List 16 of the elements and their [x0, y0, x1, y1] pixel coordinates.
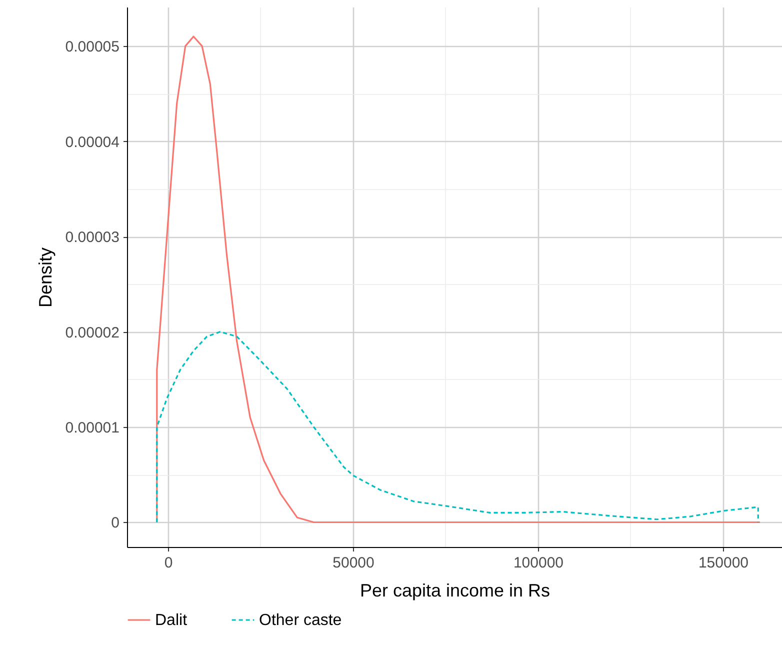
y-axis-title: Density [35, 247, 56, 308]
line-series [156, 330, 759, 524]
y-tick-label: 0 [111, 514, 120, 532]
x-tick-label: 0 [164, 554, 173, 572]
legend-label: Dalit [155, 612, 188, 629]
line-series [156, 36, 761, 524]
y-tick-label: 0.00002 [65, 324, 120, 342]
x-tick-label: 150000 [698, 554, 749, 572]
y-tick-label: 0.00001 [65, 420, 120, 436]
legend-label: Other caste [259, 612, 342, 629]
x-axis-title: Per capita income in Rs [360, 580, 550, 600]
y-tick-label: 0.00003 [65, 229, 120, 246]
y-tick-label: 0.00004 [65, 134, 120, 151]
x-tick-label: 100000 [513, 554, 564, 572]
x-tick-label: 50000 [332, 554, 374, 572]
y-tick-label: 0.00005 [65, 38, 120, 56]
